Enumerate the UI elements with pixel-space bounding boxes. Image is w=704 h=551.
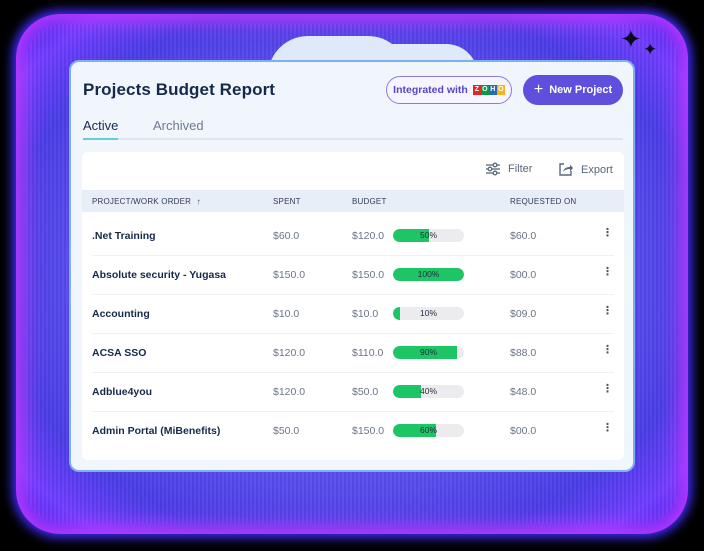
new-project-label: New Project [549, 84, 613, 96]
project-name[interactable]: ACSA SSO [92, 347, 147, 359]
requested-value: $60.0 [510, 230, 537, 242]
new-project-button[interactable]: + New Project [523, 75, 623, 105]
spent-value: $150.0 [273, 269, 306, 281]
sliders-icon [486, 162, 500, 176]
budget-progress-bar: 50% [393, 229, 464, 242]
row-menu-icon[interactable]: ⋮ [602, 227, 613, 239]
column-header-project[interactable]: PROJECT/WORK ORDER ↑ [92, 197, 201, 206]
budget-progress-bar: 10% [393, 307, 464, 320]
project-name[interactable]: Accounting [92, 308, 150, 320]
spent-value: $10.0 [273, 308, 300, 320]
table-row[interactable]: Admin Portal (MiBenefits) $50.0 $150.0 6… [92, 412, 614, 451]
row-menu-icon[interactable]: ⋮ [602, 344, 613, 356]
project-name[interactable]: .Net Training [92, 230, 156, 242]
export-label: Export [581, 163, 613, 176]
integration-label: Integrated with [393, 84, 468, 96]
export-button[interactable]: Export [558, 162, 613, 177]
sort-ascending-icon: ↑ [196, 197, 201, 206]
progress-label: 50% [419, 230, 437, 240]
column-header-spent[interactable]: SPENT [273, 197, 301, 206]
row-menu-icon[interactable]: ⋮ [602, 266, 613, 278]
column-label: PROJECT/WORK ORDER [92, 197, 192, 206]
column-header-requested-on[interactable]: REQUESTED ON [510, 197, 577, 206]
progress-fill [393, 268, 464, 281]
table-row[interactable]: Adblue4you $120.0 $50.0 40% $48.0 ⋮ [92, 373, 614, 412]
sparkle-icon: ✦ [620, 24, 642, 54]
progress-fill [393, 424, 436, 437]
progress-label: 90% [419, 347, 437, 357]
requested-value: $09.0 [510, 308, 537, 320]
progress-label: 40% [419, 386, 437, 396]
progress-label: 100% [417, 269, 440, 279]
budget-value: $10.0 [352, 308, 379, 320]
page-title: Projects Budget Report [83, 80, 276, 99]
row-menu-icon[interactable]: ⋮ [602, 422, 613, 434]
share-export-icon [559, 163, 573, 176]
filter-label: Filter [508, 163, 533, 175]
zoho-letter: O [496, 85, 505, 95]
spent-value: $120.0 [273, 347, 306, 359]
table-row[interactable]: ACSA SSO $120.0 $110.0 90% $88.0 ⋮ [92, 334, 614, 373]
tab-bar: Active Archived [83, 118, 623, 140]
budget-progress-bar: 100% [393, 268, 464, 281]
zoho-integration-badge[interactable]: Integrated with Z O H O [386, 76, 512, 104]
zoho-letter: Z [472, 85, 481, 95]
tab-active[interactable]: Active [83, 118, 119, 140]
project-name[interactable]: Adblue4you [92, 386, 153, 398]
budget-value: $50.0 [352, 386, 379, 398]
requested-value: $00.0 [510, 269, 537, 281]
project-name[interactable]: Admin Portal (MiBenefits) [92, 425, 221, 437]
spent-value: $60.0 [273, 230, 300, 242]
requested-value: $48.0 [510, 386, 537, 398]
table-header: PROJECT/WORK ORDER ↑ SPENT BUDGET REQUES… [82, 190, 624, 212]
zoho-letter: H [488, 85, 497, 95]
plus-icon: + [533, 81, 544, 98]
sparkle-icon: ✦ [643, 40, 658, 59]
project-name[interactable]: Absolute security - Yugasa [92, 269, 227, 281]
table-toolbar: Filter Export [82, 152, 624, 190]
table-row[interactable]: Accounting $10.0 $10.0 10% $09.0 ⋮ [92, 295, 614, 334]
budget-report-panel: Projects Budget Report Integrated with Z… [69, 60, 635, 472]
budget-value: $120.0 [352, 230, 385, 242]
zoho-letter: O [480, 85, 489, 95]
column-header-budget[interactable]: BUDGET [352, 197, 387, 206]
row-menu-icon[interactable]: ⋮ [602, 305, 613, 317]
projects-table-card: Filter Export PROJECT/WORK ORDER ↑ SPENT… [82, 152, 624, 460]
budget-value: $150.0 [352, 425, 385, 437]
tab-archived[interactable]: Archived [153, 118, 204, 133]
progress-fill [393, 385, 422, 398]
budget-progress-bar: 40% [393, 385, 464, 398]
zoho-logo-icon: Z O H O [472, 85, 505, 95]
budget-progress-bar: 60% [393, 424, 464, 437]
budget-progress-bar: 90% [393, 346, 464, 359]
spent-value: $120.0 [273, 386, 306, 398]
progress-label: 60% [419, 425, 437, 435]
budget-value: $150.0 [352, 269, 385, 281]
table-row[interactable]: Absolute security - Yugasa $150.0 $150.0… [92, 256, 614, 295]
progress-label: 10% [419, 308, 437, 318]
filter-button[interactable]: Filter [485, 162, 532, 176]
requested-value: $00.0 [510, 425, 537, 437]
spent-value: $50.0 [273, 425, 300, 437]
budget-value: $110.0 [352, 347, 384, 359]
progress-fill [393, 346, 457, 359]
requested-value: $88.0 [510, 347, 537, 359]
progress-fill [393, 307, 401, 320]
table-row[interactable]: .Net Training $60.0 $120.0 50% $60.0 ⋮ [92, 217, 614, 256]
progress-fill [393, 229, 429, 242]
row-menu-icon[interactable]: ⋮ [602, 383, 613, 395]
